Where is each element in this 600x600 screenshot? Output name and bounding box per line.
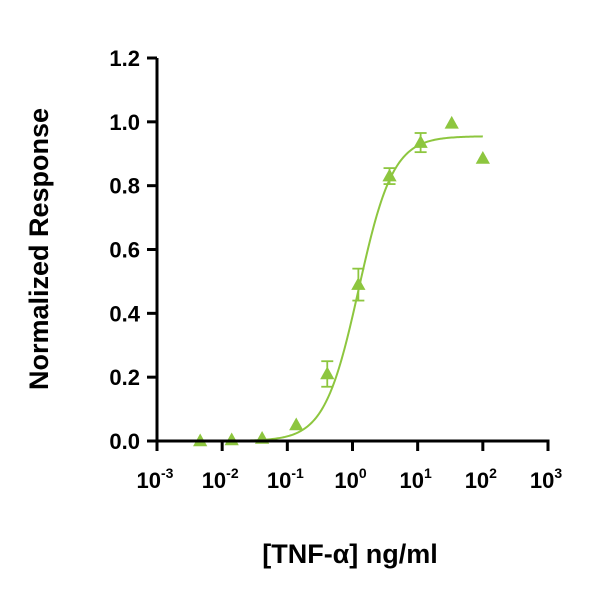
data-point-5 — [351, 277, 366, 290]
y-tick-label-6: 1.2 — [109, 46, 140, 71]
y-axis-ticks: 0.0 0.2 0.4 0.6 0.8 1.0 1.2 — [109, 46, 157, 454]
y-tick-label-2: 0.4 — [109, 301, 140, 326]
x-tick-label-3: 100 — [334, 465, 366, 493]
data-point-6 — [382, 168, 397, 182]
x-tick-label-2: 10-1 — [267, 465, 304, 493]
data-point-3 — [289, 417, 304, 431]
y-tick-label-5: 1.0 — [109, 110, 140, 135]
y-tick-label-4: 0.8 — [109, 174, 140, 199]
error-bars — [321, 132, 427, 388]
x-tick-label-1: 10-2 — [202, 465, 239, 493]
x-tick-label-4: 101 — [400, 465, 432, 493]
x-tick-label-6: 103 — [530, 465, 562, 493]
fit-curve — [200, 135, 483, 442]
data-point-9 — [475, 151, 490, 164]
data-point-4 — [320, 366, 335, 380]
y-tick-label-1: 0.2 — [109, 365, 140, 390]
data-point-1 — [224, 432, 239, 446]
y-axis-title: Normalized Response — [24, 108, 54, 390]
data-points — [193, 115, 490, 447]
x-tick-label-5: 102 — [465, 465, 497, 493]
y-tick-label-3: 0.6 — [109, 238, 140, 263]
x-tick-label-0: 10-3 — [137, 465, 174, 493]
x-axis-title: [TNF-α] ng/ml — [262, 539, 438, 569]
data-point-7 — [413, 135, 428, 148]
y-tick-label-0: 0.0 — [109, 429, 140, 454]
x-axis-ticks: 10-3 10-2 10-1 100 101 102 103 — [137, 441, 562, 493]
data-point-8 — [444, 115, 459, 129]
